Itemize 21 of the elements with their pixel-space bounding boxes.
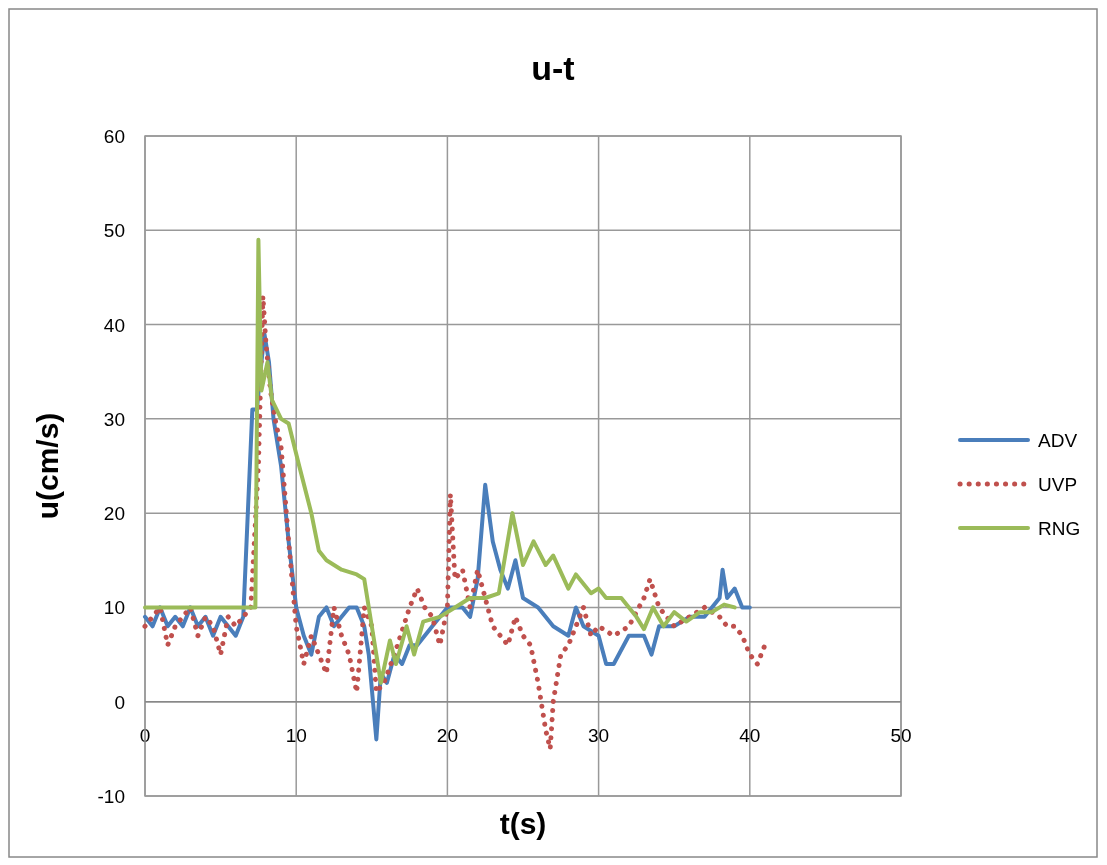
y-tick-label: 0 (114, 691, 125, 713)
y-tick-label: 50 (103, 220, 125, 242)
x-tick-label: 20 (436, 724, 458, 746)
y-tick-label: 10 (103, 597, 125, 619)
x-axis-title: t(s) (499, 807, 547, 840)
line-series (143, 237, 737, 685)
x-tick-label: 50 (890, 724, 912, 746)
y-axis-title: u(cm/s) (31, 412, 64, 520)
y-tick-label: 60 (103, 126, 125, 147)
legend-label: UVP (1038, 474, 1078, 495)
y-tick-label: -10 (97, 786, 125, 807)
x-tick-label: 10 (285, 724, 307, 746)
y-tick-label: 40 (103, 314, 125, 336)
legend-label: RNG (1038, 518, 1081, 539)
chart-title: u-t (531, 49, 575, 87)
y-tick-label: 20 (103, 503, 125, 525)
x-tick-label: 0 (139, 724, 151, 746)
y-tick-label: 30 (103, 408, 125, 430)
legend-label: ADV (1038, 430, 1078, 451)
x-tick-label: 30 (588, 724, 610, 746)
x-tick-label: 40 (739, 724, 761, 746)
